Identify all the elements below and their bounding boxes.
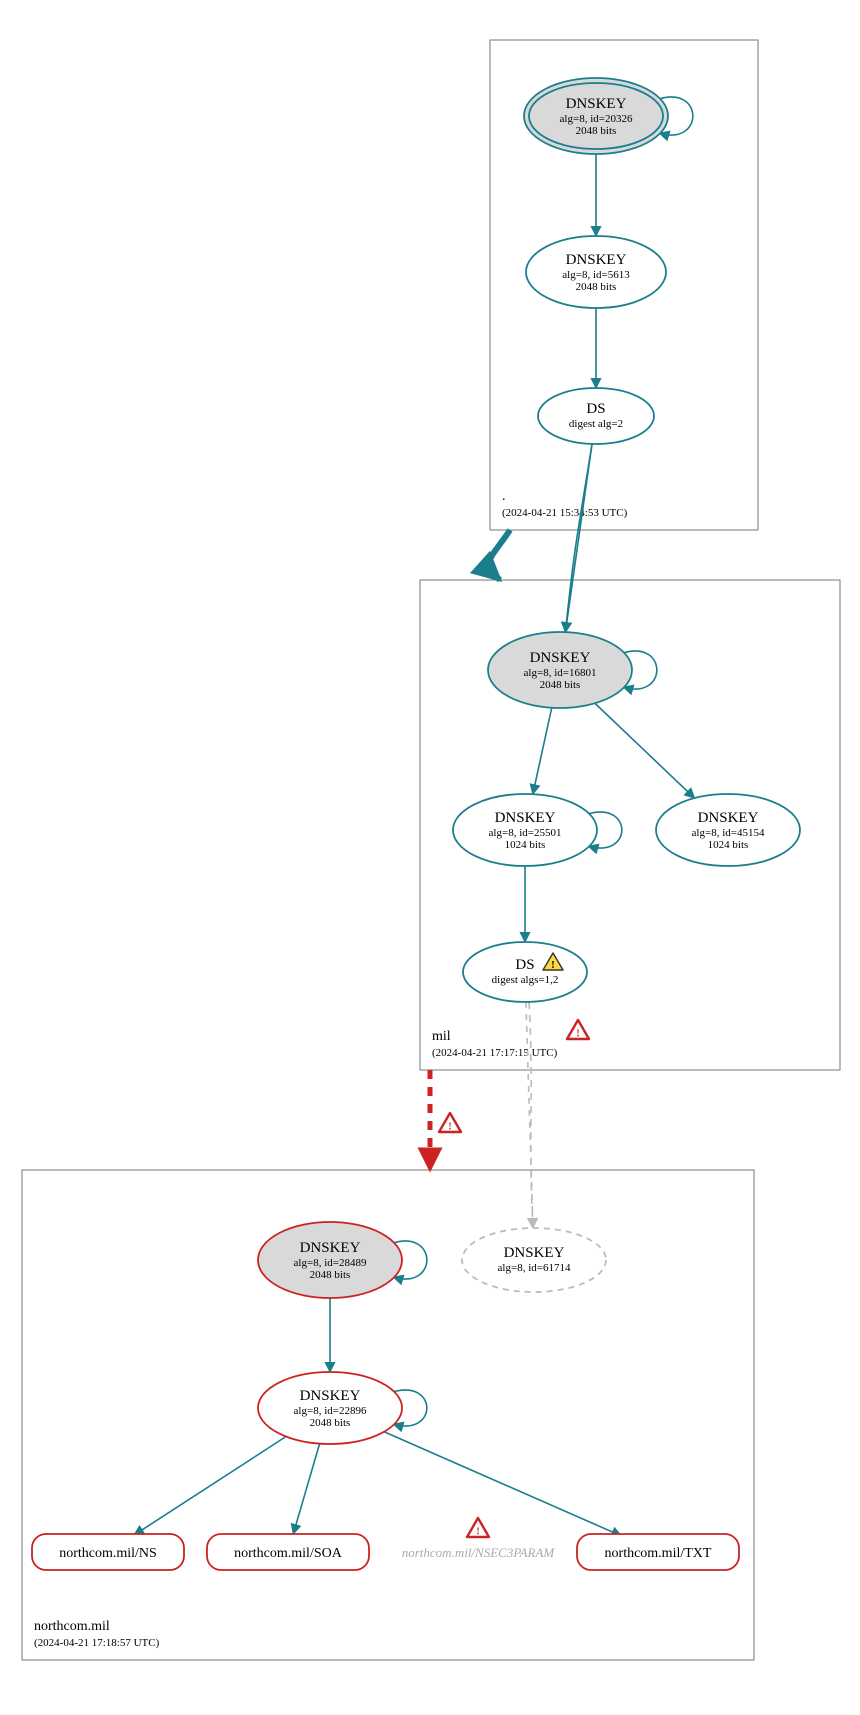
zone-edge-root-mil [489,530,510,580]
edge-nc_zsk-txt [384,1432,621,1536]
node-root_zsk-line3: 2048 bits [576,281,617,293]
node-nc_zsk-line3: 2048 bits [310,1417,351,1429]
rrset-soa: northcom.mil/SOA [207,1534,369,1570]
node-mil_zsk1-title: DNSKEY [495,810,556,826]
edge-mil_ds-nc_ghost [526,1002,533,1228]
node-mil_zsk1-line2: alg=8, id=25501 [489,827,562,839]
node-mil_ksk: DNSKEYalg=8, id=168012048 bits [488,632,632,708]
rrset-ns-label: northcom.mil/NS [59,1546,157,1561]
rrset-txt-label: northcom.mil/TXT [605,1546,712,1561]
svg-text:!: ! [448,1122,451,1133]
node-nc_ksk-line3: 2048 bits [310,1269,351,1281]
node-nc_zsk: DNSKEYalg=8, id=228962048 bits [258,1372,402,1444]
zone-label-mil: mil [432,1029,451,1044]
node-nc_zsk-line2: alg=8, id=22896 [294,1405,367,1417]
svg-text:!: ! [476,1527,479,1538]
rrset-soa-label: northcom.mil/SOA [234,1546,343,1561]
node-root_ds-title: DS [586,401,605,417]
node-mil_ds: DSdigest algs=1,2! [463,942,587,1002]
node-root_ksk-line3: 2048 bits [576,125,617,137]
zone-timestamp-root: (2024-04-21 15:34:53 UTC) [502,507,628,519]
node-mil_zsk1-line3: 1024 bits [505,839,546,851]
node-root_zsk-title: DNSKEY [566,252,627,268]
node-nc_ksk: DNSKEYalg=8, id=284892048 bits [258,1222,402,1298]
node-mil_zsk2-line3: 1024 bits [708,839,749,851]
edge-nc_zsk-ns [134,1437,286,1536]
node-root_ds-line2: digest alg=2 [569,418,623,430]
node-mil_ksk-title: DNSKEY [530,650,591,666]
node-nc_ghost-line2: alg=8, id=61714 [498,1262,571,1274]
zone-timestamp-mil: (2024-04-21 17:17:15 UTC) [432,1047,558,1059]
node-nc_ksk-title: DNSKEY [300,1240,361,1256]
node-root_ds: DSdigest alg=2 [538,388,654,444]
rrset-nsec-label: northcom.mil/NSEC3PARAM [402,1545,556,1560]
svg-text:!: ! [576,1029,579,1040]
node-mil_ksk-line2: alg=8, id=16801 [524,667,597,679]
svg-text:!: ! [551,959,555,971]
node-mil_zsk2-line2: alg=8, id=45154 [692,827,765,839]
error-icon: ! [439,1113,461,1133]
node-mil_ds-line2: digest algs=1,2 [492,974,559,986]
rrset-ns: northcom.mil/NS [32,1534,184,1570]
node-nc_ghost: DNSKEYalg=8, id=61714 [462,1228,606,1292]
zone-label-root: . [502,489,506,504]
zone-label-northcom: northcom.mil [34,1619,110,1634]
node-mil_ds-title: DS [515,957,534,973]
rrset-nsec: northcom.mil/NSEC3PARAM [402,1545,556,1560]
node-mil_ksk-line3: 2048 bits [540,679,581,691]
node-nc_zsk-title: DNSKEY [300,1388,361,1404]
node-nc_ksk-line2: alg=8, id=28489 [294,1257,367,1269]
node-root_zsk: DNSKEYalg=8, id=56132048 bits [526,236,666,308]
error-icon: ! [467,1518,489,1538]
edge-mil_ksk-mil_zsk2 [595,703,695,798]
node-mil_zsk2-title: DNSKEY [698,810,759,826]
node-root_ksk: DNSKEYalg=8, id=203262048 bits [524,78,668,154]
rrset-txt: northcom.mil/TXT [577,1534,739,1570]
zone-timestamp-northcom: (2024-04-21 17:18:57 UTC) [34,1637,160,1649]
node-root_zsk-line2: alg=8, id=5613 [562,269,630,281]
dnssec-diagram: . (2024-04-21 15:34:53 UTC) mil (2024-04-21… [0,0,860,1715]
node-mil_zsk2: DNSKEYalg=8, id=451541024 bits [656,794,800,866]
node-root_ksk-line2: alg=8, id=20326 [560,113,633,125]
node-mil_zsk1: DNSKEYalg=8, id=255011024 bits [453,794,597,866]
node-nc_ghost-title: DNSKEY [504,1245,565,1261]
node-root_ksk-title: DNSKEY [566,96,627,112]
edge-nc_zsk-soa [293,1444,319,1534]
edge-mil_ksk-mil_zsk1 [533,708,552,794]
error-icon: ! [567,1020,589,1040]
